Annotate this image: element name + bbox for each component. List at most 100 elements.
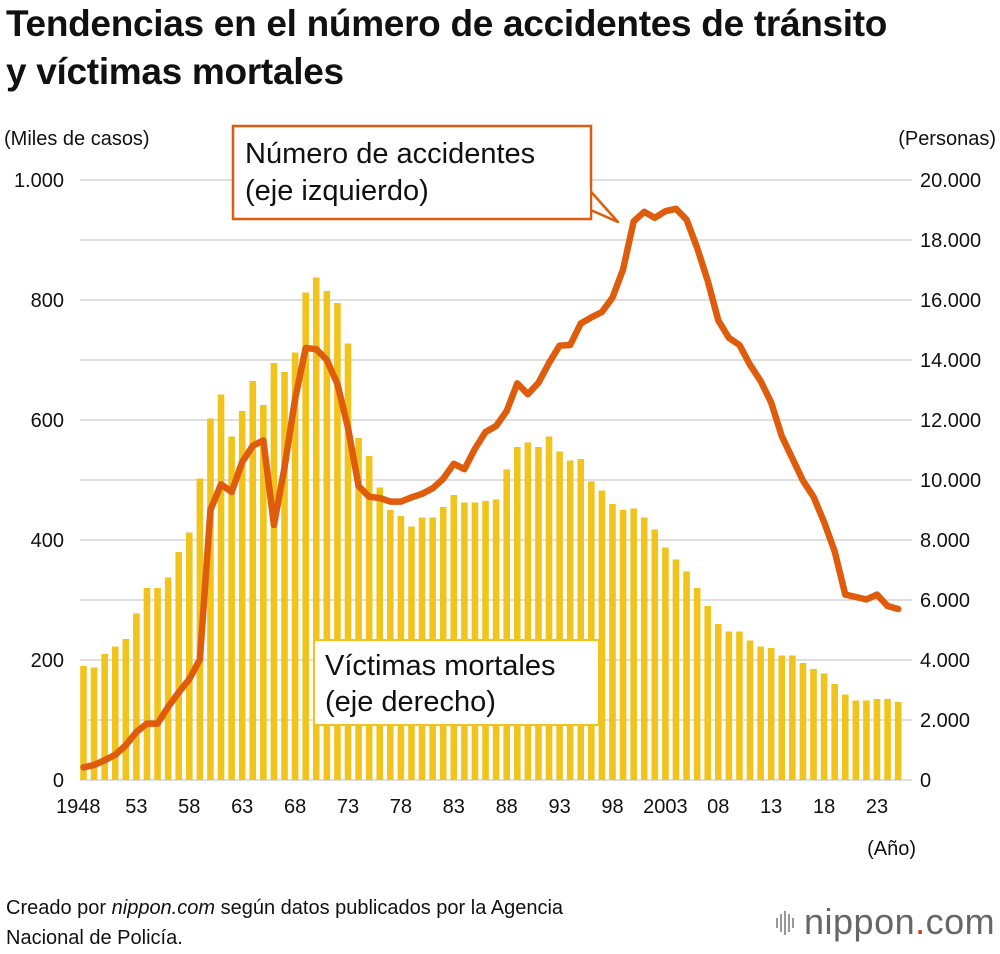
- source-note: Creado por nippon.com según datos public…: [6, 893, 766, 953]
- bar-victims-2011: [746, 640, 754, 780]
- bar-victims-2001: [640, 517, 648, 780]
- bar-victims-1971: [323, 291, 331, 780]
- y-left-tick-label: 1.000: [14, 170, 64, 192]
- bar-victims-2024: [884, 699, 891, 780]
- logo-wordmark: nippon.com: [804, 901, 996, 942]
- y-right-tick-label: 18.000: [920, 230, 981, 252]
- x-tick-label: 13: [760, 796, 782, 818]
- point-accidents-1967: [283, 466, 286, 469]
- bar-victims-1998: [609, 504, 616, 780]
- point-accidents-1976: [378, 496, 381, 500]
- point-accidents-1971: [325, 358, 329, 362]
- bar-victims-1963: [238, 411, 246, 780]
- y-axis-right-label: (Personas): [898, 128, 996, 150]
- bar-victims-2018: [820, 673, 828, 780]
- bar-victims-2013: [767, 648, 775, 780]
- axes: (Miles de casos) (Personas) (Año) 0 200 40…: [4, 128, 996, 860]
- bar-victims-1955: [154, 588, 161, 780]
- bar-victims-1964: [249, 381, 257, 780]
- point-accidents-2012: [759, 379, 762, 383]
- accidents-callout-line1: Número de accidentes: [245, 138, 535, 170]
- bar-victims-1976: [376, 487, 384, 780]
- point-accidents-1988: [505, 409, 508, 413]
- point-accidents-1955: [156, 722, 159, 725]
- bar-victims-1999: [619, 510, 627, 780]
- point-accidents-1969: [304, 346, 307, 350]
- point-accidents-2010: [738, 343, 741, 347]
- point-accidents-1999: [621, 268, 625, 271]
- chart-title: Tendencias en el número de accidentes de…: [6, 0, 996, 96]
- x-tick-label: 53: [125, 796, 147, 818]
- point-accidents-2004: [674, 207, 678, 210]
- y-right-tick-label: 0: [920, 770, 931, 792]
- x-tick-label: 68: [284, 796, 306, 818]
- bar-victims-1970: [312, 277, 320, 780]
- bar-victims-2025: [894, 702, 902, 780]
- bar-victims-1988: [503, 469, 510, 780]
- x-tick-label: 78: [390, 796, 412, 818]
- bar-victims-2005: [683, 571, 690, 780]
- y-right-tick-label: 14.000: [920, 350, 981, 372]
- y-right-tick-label: 20.000: [920, 170, 981, 192]
- bar-victims-1951: [111, 646, 119, 780]
- y-left-tick-label: 400: [31, 530, 64, 552]
- bar-victims-1960: [207, 418, 214, 780]
- point-accidents-2014: [780, 435, 783, 438]
- bar-victims-2014: [778, 655, 786, 780]
- bar-victims-1974: [355, 438, 362, 780]
- point-accidents-1964: [251, 444, 254, 447]
- point-accidents-2000: [632, 220, 635, 223]
- bar-victims-1949: [90, 667, 98, 780]
- bar-victims-1996: [588, 481, 595, 780]
- point-accidents-1984: [463, 468, 466, 471]
- point-accidents-1993: [558, 344, 561, 347]
- source-site: nippon.com: [111, 897, 216, 919]
- x-tick-label: 23: [866, 796, 888, 818]
- point-accidents-1978: [399, 500, 403, 503]
- point-accidents-1954: [145, 722, 149, 725]
- y-left-tick-label: 200: [31, 650, 64, 672]
- point-accidents-1990: [526, 393, 530, 396]
- victims-callout-line1: Víctimas mortales: [325, 650, 555, 682]
- point-accidents-2005: [685, 218, 688, 221]
- bar-victims-1997: [598, 490, 606, 780]
- y-left-tick-label: 0: [53, 770, 64, 792]
- source-line-1: Creado por nippon.com según datos public…: [6, 897, 564, 919]
- bar-victims-1954: [143, 588, 151, 780]
- bar-victims-1957: [175, 552, 183, 780]
- bar-victims-2003: [662, 547, 669, 780]
- bar-victims-2022: [863, 700, 870, 780]
- point-accidents-1981: [431, 487, 434, 490]
- accidents-callout-box: [231, 124, 593, 221]
- title-line-2: y víctimas mortales: [6, 51, 344, 92]
- point-accidents-2020: [844, 593, 847, 596]
- point-accidents-1958: [188, 678, 191, 681]
- point-accidents-1960: [209, 508, 212, 512]
- x-tick-label: 73: [337, 796, 359, 818]
- point-accidents-1980: [420, 492, 424, 495]
- point-accidents-2003: [664, 210, 667, 213]
- point-accidents-2021: [854, 595, 858, 599]
- accidents-victims-chart: (Miles de casos) (Personas) (Año) 0 200 40…: [4, 124, 996, 860]
- bar-victims-1994: [566, 460, 574, 780]
- logo-mark-icon: [776, 911, 794, 935]
- point-accidents-1966: [272, 523, 276, 527]
- point-accidents-1998: [611, 296, 614, 299]
- bar-victims-2015: [789, 655, 796, 780]
- bar-victims-2017: [810, 669, 817, 780]
- bar-victims-2009: [725, 631, 733, 780]
- bar-victims-1995: [577, 459, 585, 780]
- point-accidents-1983: [452, 462, 455, 465]
- bar-victims-1958: [186, 532, 193, 780]
- bar-victims-2000: [630, 508, 637, 780]
- bar-victims-1989: [513, 447, 521, 780]
- point-accidents-2006: [695, 246, 699, 249]
- bar-victims-1968: [291, 352, 299, 780]
- y-left-tick-label: 600: [31, 410, 64, 432]
- point-accidents-2019: [833, 550, 836, 553]
- point-accidents-1951: [114, 753, 117, 756]
- bar-victims-1983: [450, 495, 458, 780]
- point-accidents-1959: [198, 658, 202, 661]
- point-accidents-1956: [166, 705, 170, 708]
- bar-victims-2016: [799, 663, 807, 780]
